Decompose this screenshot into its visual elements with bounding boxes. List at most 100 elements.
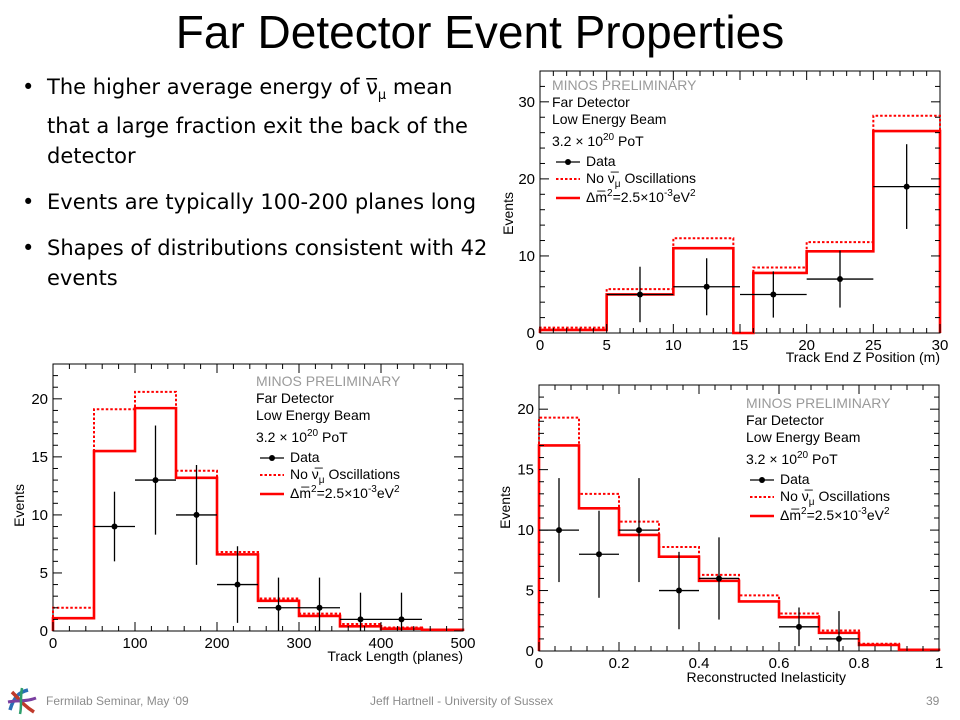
y-axis-label: Events <box>500 192 516 235</box>
legend-osc-label: Δm̅2=2.5×10-3eV2 <box>586 188 696 205</box>
axis-ticks: 0 5 10 15 20 25 30 0 10 20 30 <box>518 70 948 354</box>
histogram-marks <box>538 114 942 335</box>
bullet-text: Shapes of distributions consistent with … <box>47 236 488 291</box>
x-tick-label: 0.4 <box>689 655 710 672</box>
legend-osc-label: Δm̅2=2.5×10-3eV2 <box>780 506 890 523</box>
pot-text: 3.2 × 10 <box>746 451 797 467</box>
osc-exp3: 2 <box>690 188 696 199</box>
beam-label: Low Energy Beam <box>552 111 666 127</box>
slide-title: Far Detector Event Properties <box>175 6 785 58</box>
beam-label: Low Energy Beam <box>256 407 370 423</box>
no-osc-subscript: μ <box>319 475 325 486</box>
pot-text: 3.2 × 10 <box>552 133 603 149</box>
data-point <box>659 551 699 630</box>
x-tick-label: 300 <box>286 635 311 652</box>
no-osc-suffix: Oscillations <box>325 466 400 482</box>
oscillation-histogram <box>537 444 941 652</box>
x-tick-label: 400 <box>368 635 393 652</box>
legend-no-osc-label: No ν̅μ Oscillations <box>290 466 400 486</box>
osc-exp3: 2 <box>884 506 890 517</box>
bullet-item: Events are typically 100-200 planes long <box>18 187 493 217</box>
data-point <box>135 425 176 535</box>
data-point <box>258 577 299 631</box>
x-tick-label: 5 <box>602 337 610 354</box>
bullet-text: The higher average energy of ν̅ <box>47 75 378 99</box>
legend-data-marker <box>759 477 765 483</box>
x-tick-label: 0 <box>536 337 544 354</box>
preliminary-label: MINOS PRELIMINARY <box>746 395 891 411</box>
x-tick-label: 0.8 <box>849 655 870 672</box>
osc-mid: =2.5×10 <box>613 189 665 205</box>
legend-data-label: Data <box>586 153 616 169</box>
data-marker <box>676 587 682 594</box>
y-tick-label: 15 <box>517 462 534 479</box>
data-point <box>619 478 659 583</box>
y-tick-label: 0 <box>526 643 534 660</box>
osc-unit: eV <box>867 507 885 523</box>
y-tick-label: 5 <box>526 583 534 600</box>
bullet-item: Shapes of distributions consistent with … <box>18 233 493 293</box>
x-tick-label: 0.6 <box>769 655 790 672</box>
legend-no-osc-label: No ν̅μ Oscillations <box>586 170 696 190</box>
data-marker <box>703 283 710 290</box>
data-point <box>94 491 135 562</box>
data-point <box>740 271 807 318</box>
y-tick-label: 30 <box>518 94 535 111</box>
pot-exponent: 20 <box>307 428 319 439</box>
detector-label: Far Detector <box>256 390 334 406</box>
osc-prefix: Δm̅ <box>780 507 801 523</box>
bullet-subscript: μ <box>377 88 387 104</box>
data-point <box>340 592 381 631</box>
legend-data-label: Data <box>780 471 810 487</box>
pot-unit: PoT <box>808 451 838 467</box>
y-tick-label: 0 <box>40 623 48 640</box>
footer-author: Jeff Hartnell - University of Sussex <box>370 694 554 708</box>
data-marker <box>770 291 777 298</box>
pot-unit: PoT <box>614 133 644 149</box>
preliminary-label: MINOS PRELIMINARY <box>552 77 697 93</box>
data-marker <box>636 527 642 534</box>
osc-mid: =2.5×10 <box>317 485 369 501</box>
no-osc-subscript: μ <box>809 497 815 508</box>
x-axis-label: Track End Z Position (m) <box>786 349 940 365</box>
chart-track-length: 0 100 200 300 400 500 0 5 10 15 20 Track Length (p… <box>11 363 476 664</box>
data-marker <box>152 477 159 484</box>
data-point <box>873 144 940 229</box>
legend-no-osc-label: No ν̅μ Oscillations <box>780 488 890 508</box>
pot-label: 3.2 × 1020 PoT <box>256 428 348 445</box>
x-tick-label: 20 <box>798 337 815 354</box>
osc-exp: 2 <box>801 506 807 517</box>
y-tick-label: 15 <box>31 449 48 466</box>
chart-track-end-z: 0 5 10 15 20 25 30 0 10 20 30 Track End Z Position… <box>500 70 948 365</box>
data-marker <box>111 523 118 530</box>
no-osc-suffix: Oscillations <box>815 488 890 504</box>
osc-exp2: -3 <box>664 188 673 199</box>
osc-prefix: Δm̅ <box>586 189 607 205</box>
data-marker <box>836 635 842 642</box>
x-tick-label: 500 <box>450 635 475 652</box>
x-tick-label: 200 <box>204 635 229 652</box>
data-marker <box>316 604 323 611</box>
no-osc-prefix: No ν̅ <box>780 488 814 504</box>
data-point <box>299 577 340 631</box>
x-tick-label: 0 <box>49 635 57 652</box>
no-osc-subscript: μ <box>615 179 621 190</box>
plot-track-end-z: 0 5 10 15 20 25 30 0 10 20 30 Track End Z Position… <box>494 64 952 376</box>
x-tick-label: 10 <box>665 337 682 354</box>
y-tick-label: 5 <box>40 565 48 582</box>
osc-exp2: -3 <box>858 506 867 517</box>
osc-exp: 2 <box>607 188 613 199</box>
y-tick-label: 20 <box>31 391 48 408</box>
x-tick-label: 25 <box>865 337 882 354</box>
data-marker <box>837 276 843 283</box>
x-tick-label: 1 <box>935 655 943 672</box>
data-point <box>176 464 217 565</box>
data-marker <box>556 527 562 534</box>
pot-exponent: 20 <box>797 450 809 461</box>
data-marker <box>193 511 200 518</box>
detector-label: Far Detector <box>552 94 630 110</box>
axis-ticks: 0 100 200 300 400 500 0 5 10 15 20 <box>31 363 476 652</box>
osc-unit: eV <box>673 189 691 205</box>
